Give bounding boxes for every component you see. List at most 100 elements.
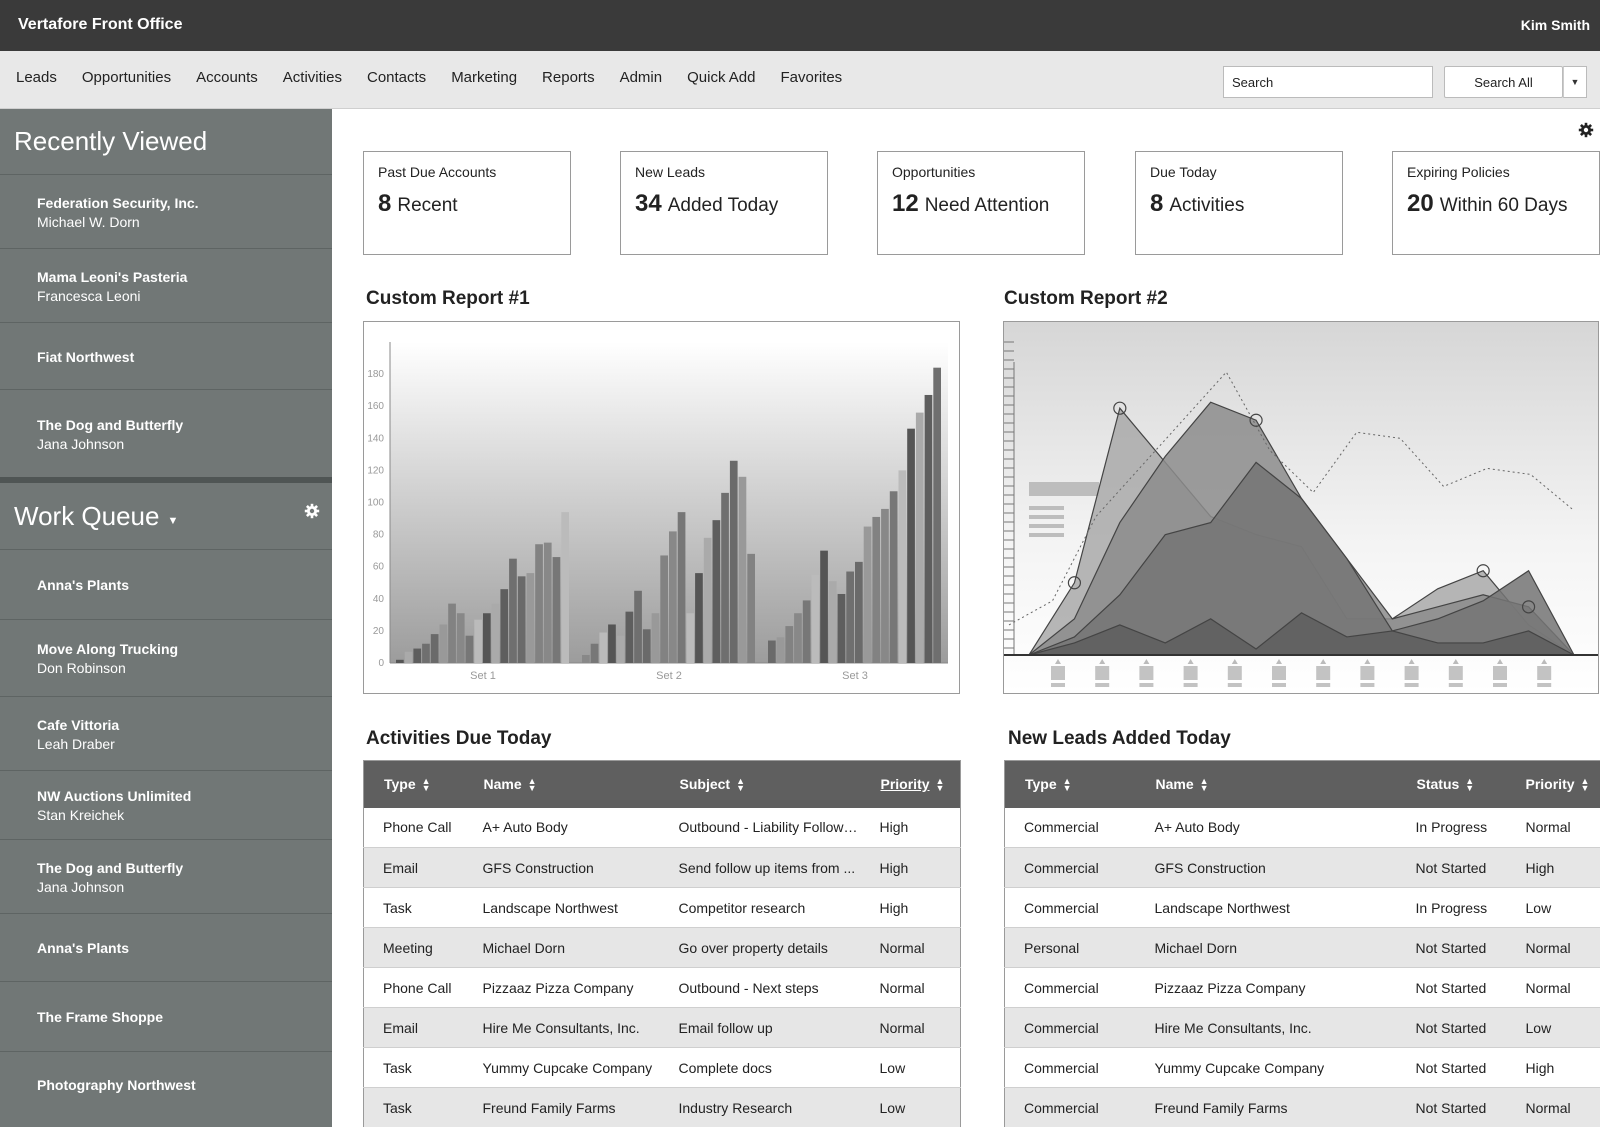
recent-item[interactable]: Fiat Northwest [0, 324, 332, 390]
work-queue-item-contact: Don Robinson [37, 660, 126, 676]
sort-icon[interactable]: ▲ ▼ [935, 776, 945, 794]
nav-item-activities[interactable]: Activities [282, 69, 342, 86]
app-title[interactable]: Vertafore Front Office [18, 16, 183, 33]
recent-item-contact: Francesca Leoni [37, 287, 141, 304]
table-row[interactable]: Email Hire Me Consultants, Inc. Email foll… [363, 1007, 961, 1048]
table-row[interactable]: Task Landscape Northwest Competitor resear… [363, 887, 961, 928]
work-queue-item[interactable]: Anna's Plants [0, 551, 332, 620]
column-header-priority[interactable]: Priority ▲ ▼ [860, 760, 961, 808]
table-row[interactable]: Phone Call Pizzaaz Pizza Company Outbound … [363, 967, 961, 1008]
y-tick-label: 160 [367, 401, 384, 412]
nav-item-favorites[interactable]: Favorites [780, 69, 843, 86]
table-row[interactable]: Commercial Yummy Cupcake Company Not Start… [1004, 1047, 1600, 1088]
sort-icon[interactable]: ▲ ▼ [1580, 776, 1590, 794]
work-queue-item[interactable]: NW Auctions Unlimited Stan Kreichek [0, 772, 332, 840]
nav-item-opportunities[interactable]: Opportunities [81, 69, 172, 86]
kpi-text: Recent [397, 195, 458, 216]
table-row[interactable]: Commercial A+ Auto Body In Progress Normal [1004, 807, 1600, 848]
table-row[interactable]: Commercial Landscape Northwest In Progress… [1004, 887, 1600, 928]
nav-item-admin[interactable]: Admin [619, 69, 663, 86]
recent-item[interactable]: The Dog and Butterfly Jana Johnson [0, 391, 332, 477]
table-cell: Pizzaaz Pizza Company [1135, 967, 1397, 1008]
x-tick-marker [1541, 659, 1548, 664]
table-row[interactable]: Commercial Hire Me Consultants, Inc. Not S… [1004, 1007, 1600, 1048]
table-cell: Michael Dorn [1135, 927, 1397, 968]
table-row[interactable]: Task Freund Family Farms Industry Research… [363, 1087, 961, 1127]
bar [590, 643, 599, 663]
search-input[interactable] [1223, 66, 1433, 98]
nav-item-quick-add[interactable]: Quick Add [687, 69, 756, 86]
column-header-type[interactable]: Type ▲ ▼ [363, 760, 464, 808]
x-tick-label-placeholder [1183, 683, 1198, 687]
work-queue-header[interactable]: Work Queue ▼ [0, 483, 332, 550]
nav-item-accounts[interactable]: Accounts [196, 69, 258, 86]
kpi-card-new-leads[interactable]: New Leads 34 Added Today [620, 151, 828, 255]
work-queue-item-contact: Leah Draber [37, 735, 115, 752]
nav-item-reports[interactable]: Reports [542, 69, 595, 86]
sort-icon[interactable]: ▲ ▼ [527, 776, 537, 794]
column-header-priority[interactable]: Priority ▲ ▼ [1519, 760, 1600, 808]
work-queue-item[interactable]: Move Along Trucking Don Robinson [0, 621, 332, 697]
bar [404, 651, 413, 663]
sort-icon[interactable]: ▲ ▼ [736, 776, 745, 794]
work-queue-item[interactable]: The Dog and Butterfly Jana Johnson [0, 841, 332, 914]
x-tick-marker [1452, 659, 1459, 664]
table-row[interactable]: Phone Call A+ Auto Body Outbound - Liabili… [363, 807, 961, 848]
sort-icon[interactable]: ▲ ▼ [1062, 776, 1072, 794]
x-tick-label-placeholder [1493, 666, 1507, 680]
caret-down-icon[interactable]: ▼ [167, 514, 179, 527]
kpi-card-opportunities[interactable]: Opportunities 12 Need Attention [877, 151, 1085, 255]
x-tick-label-placeholder [1537, 666, 1552, 680]
work-queue-item[interactable]: Anna's Plants [0, 915, 332, 982]
table-row[interactable]: Commercial GFS Construction Not Started Hig… [1004, 847, 1600, 888]
table-row[interactable]: Commercial Pizzaaz Pizza Company Not Start… [1004, 967, 1600, 1008]
search-scope-dropdown[interactable]: ▼ [1563, 66, 1587, 98]
y-tick-label: 80 [373, 530, 385, 541]
column-header-type[interactable]: Type ▲ ▼ [1004, 760, 1136, 808]
column-header-name[interactable]: Name ▲ ▼ [1135, 760, 1397, 808]
bar [500, 589, 509, 663]
bar [616, 635, 625, 663]
gear-icon[interactable] [304, 503, 320, 519]
column-header-name[interactable]: Name ▲ ▼ [463, 760, 660, 808]
bar [422, 643, 430, 663]
sort-icon[interactable]: ▲ ▼ [421, 776, 431, 794]
bar [712, 520, 721, 663]
report-2-chart[interactable] [1003, 321, 1599, 694]
table-row[interactable]: Email GFS Construction Send follow up item… [363, 847, 961, 888]
kpi-card-due-today[interactable]: Due Today 8 Activities [1135, 151, 1343, 255]
gear-icon[interactable] [1578, 122, 1594, 138]
kpi-text: Added Today [667, 195, 779, 216]
nav-item-contacts[interactable]: Contacts [366, 69, 427, 86]
work-queue-item[interactable]: Photography Northwest [0, 1053, 332, 1117]
bar [669, 531, 677, 663]
report-1-chart[interactable]: 0 20 40 60 80 100 120 140 160 180 Set 1 Set 2 Set 3 [363, 321, 960, 694]
bar [660, 555, 668, 663]
work-queue-item[interactable]: The Frame Shoppe [0, 983, 332, 1052]
kpi-card-expiring-policies[interactable]: Expiring Policies 20 Within 60 Days [1392, 151, 1600, 255]
sort-icon[interactable]: ▲ ▼ [1465, 776, 1475, 794]
nav-item-marketing[interactable]: Marketing [451, 69, 518, 86]
table-row[interactable]: Personal Michael Dorn Not Started Normal [1004, 927, 1600, 968]
column-header-subject[interactable]: Subject ▲ ▼ [659, 760, 861, 808]
search-all-button[interactable]: Search All [1444, 66, 1563, 98]
nav-item-leads[interactable]: Leads [16, 69, 57, 86]
recent-item[interactable]: Mama Leoni's Pasteria Francesca Leoni [0, 250, 332, 323]
x-tick-marker [1143, 659, 1150, 664]
table-row[interactable]: Task Yummy Cupcake Company Complete docs Lo… [363, 1047, 961, 1088]
table-cell: Hire Me Consultants, Inc. [463, 1007, 660, 1048]
table-cell: High [1519, 1047, 1600, 1088]
area-series [1028, 461, 1576, 656]
column-header-status[interactable]: Status ▲ ▼ [1396, 760, 1520, 808]
bar [872, 516, 881, 663]
y-tick-label: 100 [367, 498, 384, 509]
kpi-card-past-due[interactable]: Past Due Accounts 8 Recent [363, 151, 571, 255]
user-menu[interactable]: Kim Smith [1520, 17, 1590, 33]
bar [721, 492, 729, 663]
work-queue-item[interactable]: Cafe Vittoria Leah Draber [0, 698, 332, 771]
table-row[interactable]: Meeting Michael Dorn Go over property deta… [363, 927, 961, 968]
table-cell: High [860, 807, 961, 848]
recent-item[interactable]: Federation Security, Inc. Michael W. Dor… [0, 176, 332, 249]
table-row[interactable]: Commercial Freund Family Farms Not Started… [1004, 1087, 1600, 1127]
sort-icon[interactable]: ▲ ▼ [1199, 776, 1209, 794]
